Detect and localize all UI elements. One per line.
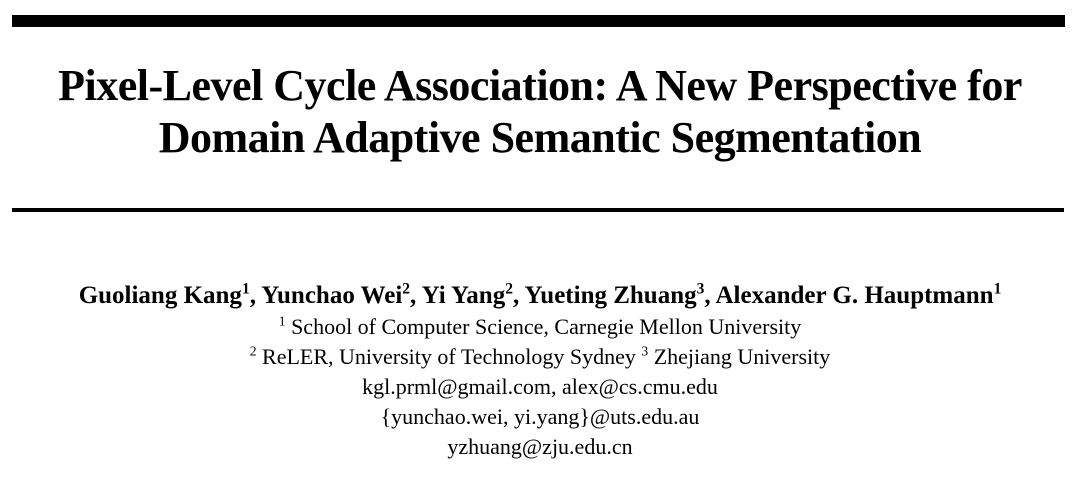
email-line: kgl.prml@gmail.com, alex@cs.cmu.edu: [362, 374, 718, 399]
paper-title-line-2: Domain Adaptive Semantic Segmentation: [158, 113, 922, 162]
paper-title-line-1: Pixel-Level Cycle Association: A New Per…: [58, 61, 1022, 110]
author-name: Yunchao Wei: [261, 282, 403, 309]
affiliation-marker: 3: [641, 343, 649, 359]
author-name: Alexander G. Hauptmann: [715, 282, 994, 309]
author-name: Yi Yang: [421, 282, 506, 309]
author-affiliation-marker: 2: [402, 280, 411, 298]
authors-line: Guoliang Kang1, Yunchao Wei2, Yi Yang2, …: [78, 280, 1002, 309]
author-affiliation-marker: 2: [505, 280, 513, 298]
paper-title: Pixel-Level Cycle Association: A New Per…: [0, 60, 1080, 164]
affiliation-line: 1 School of Computer Science, Carnegie M…: [278, 313, 802, 339]
affiliation-marker: 1: [278, 313, 286, 329]
email-line: {yunchao.wei, yi.yang}@uts.edu.au: [380, 404, 700, 429]
top-rule: [12, 15, 1065, 27]
author-block: Guoliang Kang1, Yunchao Wei2, Yi Yang2, …: [0, 280, 1080, 462]
emails: kgl.prml@gmail.com, alex@cs.cmu.edu {yunc…: [0, 372, 1080, 462]
affiliation-marker: 2: [249, 343, 257, 359]
author-name: Guoliang Kang: [78, 282, 242, 309]
email-line: yzhuang@zju.edu.cn: [447, 434, 633, 459]
affiliations: 1 School of Computer Science, Carnegie M…: [0, 312, 1080, 372]
author-affiliation-marker: 1: [993, 280, 1002, 298]
affiliation-line: 2 ReLER, University of Technology Sydney…: [249, 343, 831, 369]
separator-rule: [12, 208, 1064, 212]
author-affiliation-marker: 1: [241, 280, 250, 298]
author-affiliation-marker: 3: [696, 280, 705, 298]
author-name: Yueting Zhuang: [524, 282, 697, 309]
